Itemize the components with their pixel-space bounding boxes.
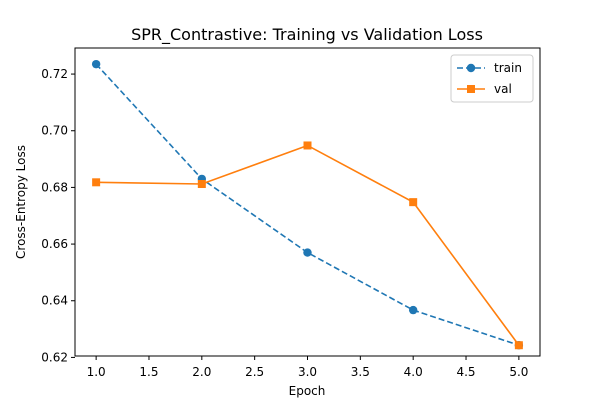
x-axis: 1.0 1.5 2.0 2.5 3.0 3.5 4.0 4.5 5.0 xyxy=(87,356,528,379)
y-tick-label: 0.68 xyxy=(41,180,68,194)
x-tick-label: 2.0 xyxy=(192,365,211,379)
data-point-val xyxy=(514,341,523,350)
x-tick-label: 3.0 xyxy=(298,365,317,379)
y-tick-label: 0.66 xyxy=(41,237,68,251)
x-tick-label: 5.0 xyxy=(509,365,528,379)
chart-title: SPR_Contrastive: Training vs Validation … xyxy=(131,25,483,45)
y-tick-label: 0.64 xyxy=(41,294,68,308)
legend-swatch-marker xyxy=(466,63,476,73)
series-layer xyxy=(91,59,524,350)
legend-label: val xyxy=(494,82,512,96)
legend-swatch-marker xyxy=(467,85,475,93)
data-point-val xyxy=(303,141,312,150)
plot-frame xyxy=(74,47,541,357)
data-point-train xyxy=(91,59,101,69)
data-point-val xyxy=(409,198,418,207)
y-axis-label: Cross-Entropy Loss xyxy=(14,145,28,259)
y-tick-label: 0.62 xyxy=(41,350,68,364)
y-tick-label: 0.70 xyxy=(41,124,68,138)
y-axis: 0.62 0.64 0.66 0.68 0.70 0.72 xyxy=(41,67,75,364)
legend: train val xyxy=(450,54,534,103)
data-point-val xyxy=(197,180,206,189)
x-tick-label: 1.0 xyxy=(87,365,106,379)
series-val xyxy=(92,141,523,350)
legend-items: train val xyxy=(457,61,522,96)
data-point-train xyxy=(303,248,312,257)
x-axis-label: Epoch xyxy=(289,384,326,398)
x-tick-label: 2.5 xyxy=(245,365,264,379)
x-tick-label: 1.5 xyxy=(139,365,158,379)
data-point-val xyxy=(92,178,101,187)
x-tick-label: 3.5 xyxy=(351,365,370,379)
data-point-train xyxy=(408,305,418,315)
x-tick-label: 4.5 xyxy=(456,365,475,379)
legend-label: train xyxy=(494,61,522,75)
x-tick-label: 4.0 xyxy=(404,365,423,379)
y-tick-label: 0.72 xyxy=(41,67,68,81)
